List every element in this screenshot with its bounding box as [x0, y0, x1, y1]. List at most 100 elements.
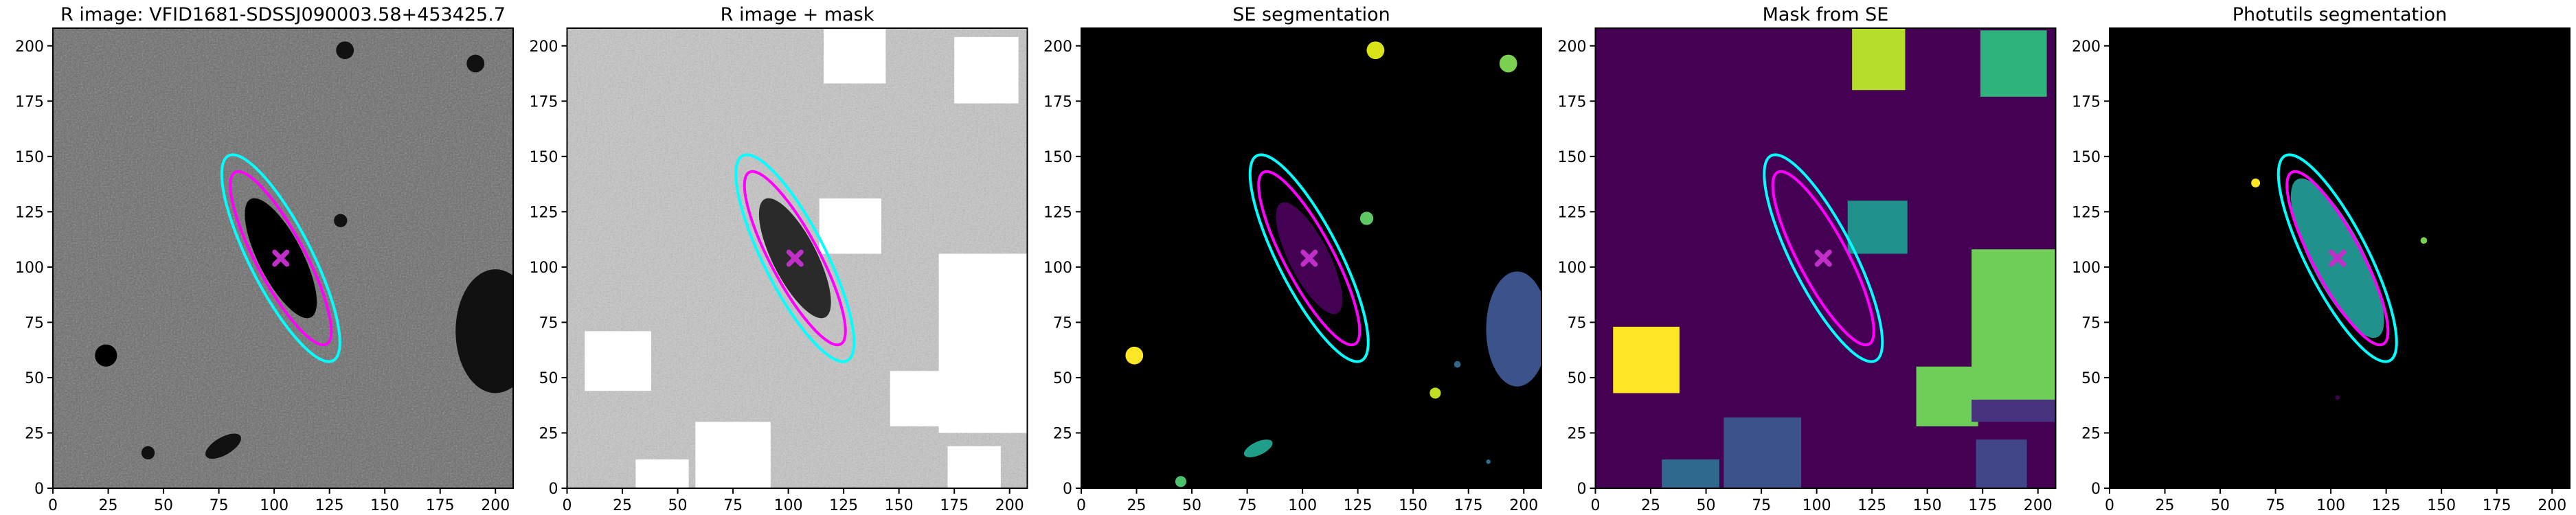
- y-tick-label: 175: [1043, 93, 1072, 111]
- mask-region: [819, 198, 881, 254]
- y-tick-label: 125: [15, 204, 44, 221]
- segment-blob: [1486, 459, 1491, 464]
- axes-frame: [1594, 27, 2057, 489]
- y-tick-label: 75: [2081, 314, 2101, 332]
- x-tick-label: 200: [2024, 497, 2053, 514]
- y-tick-label: 25: [539, 425, 558, 442]
- center-marker: [2329, 249, 2347, 267]
- x-tick-label: 75: [723, 497, 743, 514]
- mask-region: [1847, 201, 1908, 254]
- x-tick-label: 200: [1509, 497, 1538, 514]
- y-tick-label: 150: [2072, 149, 2101, 166]
- y-tick-label: 50: [1053, 370, 1072, 387]
- x-tick-label: 150: [885, 497, 914, 514]
- panel-title: SE segmentation: [1232, 4, 1390, 25]
- x-tick-label: 75: [210, 497, 229, 514]
- x-tick-label: 150: [370, 497, 399, 514]
- mask-region: [1976, 439, 2027, 488]
- panel: 0 25 50 75 100 125 150 175 200 0 25 50 75 100 125 150 17…: [1043, 4, 1542, 514]
- y-tick-label: 200: [1558, 38, 1587, 56]
- segment-blob: [1430, 387, 1441, 399]
- y-tick-label: 75: [1053, 314, 1072, 332]
- x-tick-label: 150: [1913, 497, 1942, 514]
- image-area: [567, 28, 1028, 488]
- image-area: [2110, 28, 2570, 488]
- x-tick-label: 200: [2538, 497, 2566, 514]
- x-tick-label: 0: [1076, 497, 1086, 514]
- axes-frame: [1081, 27, 1542, 489]
- x-tick-label: 100: [1803, 497, 1831, 514]
- segment-blob: [466, 54, 485, 73]
- aperture-ellipse: [1257, 170, 1362, 347]
- y-tick-label: 100: [1043, 260, 1072, 277]
- segment-blob: [1499, 54, 1517, 73]
- x-tick-label: 100: [2316, 497, 2345, 514]
- x-tick-label: 175: [1968, 497, 1997, 514]
- aperture-ellipse: [1248, 153, 1370, 363]
- y-tick-label: 75: [1568, 314, 1587, 332]
- axes-frame: [2109, 27, 2571, 489]
- mask-region: [824, 28, 886, 84]
- segment-blob: [336, 41, 354, 60]
- mask-region: [585, 331, 651, 391]
- x-tick-label: 25: [2156, 497, 2175, 514]
- panel: 0 25 50 75 100 125 150 175 200 0 25 50 75 100 125 150 17…: [2072, 4, 2571, 514]
- x-tick-label: 25: [1641, 497, 1660, 514]
- segment-blob: [455, 269, 513, 393]
- x-tick-label: 50: [154, 497, 173, 514]
- x-tick-label: 125: [315, 497, 344, 514]
- image-area: [53, 28, 513, 488]
- mask-region: [1980, 30, 2047, 97]
- mask-region: [1662, 459, 1719, 488]
- panel-title: R image + mask: [721, 4, 874, 25]
- y-tick-label: 150: [1558, 149, 1587, 166]
- panel: 0 25 50 75 100 125 150 175 200 0 25 50 75 100 125 150 17…: [530, 4, 1028, 514]
- mask-region: [1916, 366, 1978, 426]
- x-tick-label: 200: [995, 497, 1024, 514]
- y-tick-label: 175: [530, 93, 558, 111]
- x-tick-label: 125: [1344, 497, 1372, 514]
- x-tick-label: 100: [260, 497, 289, 514]
- y-tick-label: 150: [1043, 149, 1072, 166]
- center-marker: [272, 249, 290, 267]
- y-tick-label: 200: [1043, 38, 1072, 56]
- axes-frame: [52, 27, 514, 489]
- y-tick-label: 0: [549, 481, 558, 498]
- mask-region: [947, 446, 1001, 488]
- panel-title: R image: VFID1681-SDSSJ090003.58+453425.…: [60, 4, 506, 25]
- segment-blob: [1175, 476, 1187, 488]
- x-tick-label: 175: [1454, 497, 1483, 514]
- aperture-ellipse: [2285, 170, 2390, 347]
- x-tick-label: 50: [2211, 497, 2230, 514]
- x-tick-label: 100: [774, 497, 803, 514]
- y-tick-label: 0: [2091, 481, 2101, 498]
- y-tick-label: 100: [530, 260, 558, 277]
- segment-blob: [1454, 360, 1461, 368]
- x-tick-label: 0: [1591, 497, 1601, 514]
- x-tick-label: 25: [1127, 497, 1146, 514]
- image-area: [1595, 28, 2056, 488]
- segment-blob: [95, 344, 117, 367]
- x-tick-label: 175: [426, 497, 455, 514]
- y-tick-label: 175: [2072, 93, 2101, 111]
- x-tick-label: 75: [1752, 497, 1771, 514]
- y-tick-label: 100: [2072, 260, 2101, 277]
- y-tick-label: 100: [1558, 260, 1587, 277]
- y-tick-label: 0: [1063, 481, 1072, 498]
- center-marker: [786, 249, 804, 267]
- x-tick-label: 0: [563, 497, 572, 514]
- y-tick-label: 125: [530, 204, 558, 221]
- x-tick-label: 25: [613, 497, 632, 514]
- segment-blob: [334, 214, 348, 227]
- segment-blob: [1359, 211, 1374, 225]
- image-area: [1081, 28, 1541, 488]
- y-tick-label: 200: [2072, 38, 2101, 56]
- mask-region: [890, 371, 944, 426]
- segment-blob: [1125, 346, 1144, 365]
- mask-region: [1971, 400, 2056, 422]
- x-tick-label: 50: [1182, 497, 1201, 514]
- y-tick-label: 25: [1568, 425, 1587, 442]
- aperture-ellipse: [2276, 153, 2398, 363]
- x-tick-label: 150: [1399, 497, 1427, 514]
